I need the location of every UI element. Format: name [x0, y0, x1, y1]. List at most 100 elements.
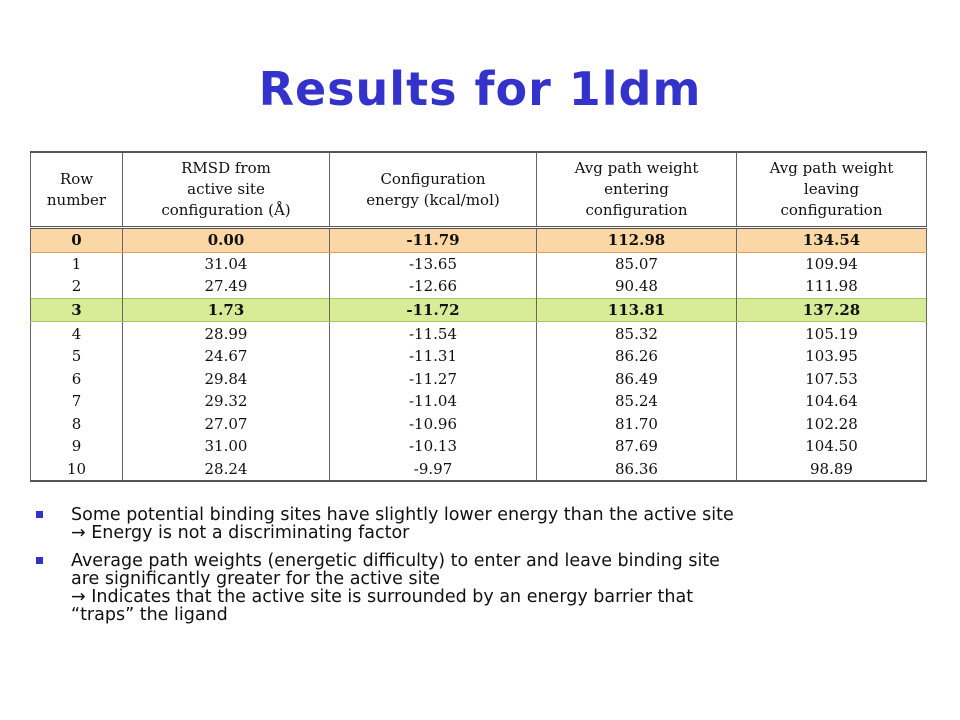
column-header-line: Row: [59, 169, 94, 188]
table-cell: 98.89: [736, 457, 927, 482]
table-row: 1 31.04 -13.65 85.07 109.94: [30, 252, 927, 276]
column-header-line: leaving: [803, 180, 860, 198]
table-cell: -11.79: [329, 227, 537, 253]
column-header-line: number: [46, 190, 107, 209]
table-cell: 1: [30, 252, 123, 276]
column-header-line: energy (kcal/mol): [366, 190, 500, 209]
column-header-line: configuration (Å): [161, 201, 291, 219]
column-header: RMSD from active site configuration (Å): [122, 151, 330, 229]
table-row: 6 29.84 -11.27 86.49 107.53: [30, 367, 927, 390]
bullet-item: Average path weights (energetic difficul…: [34, 552, 924, 624]
table-cell: -11.04: [329, 389, 537, 413]
results-table-container: Row number RMSD from active site configurati…: [30, 151, 927, 482]
bullet-text-line: → Energy is not a discriminating factor: [71, 523, 410, 543]
table-cell: 24.67: [122, 344, 330, 368]
table-cell: 104.50: [736, 434, 927, 458]
table-cell: 7: [30, 389, 123, 413]
table-cell: -11.54: [329, 321, 537, 345]
table-cell: -11.72: [329, 297, 537, 323]
table-cell: 29.84: [122, 367, 330, 390]
bullet-text-line: are significantly greater for the active…: [71, 569, 441, 589]
table-row: 8 27.07 -10.96 81.70 102.28: [30, 412, 927, 435]
column-header: Avg path weight entering configuration: [536, 151, 737, 229]
column-header-line: Avg path weight: [574, 159, 699, 177]
table-cell: 102.28: [736, 412, 927, 435]
table-cell: 85.07: [536, 252, 737, 276]
column-header: Row number: [30, 151, 123, 229]
table-cell: 8: [30, 412, 123, 435]
table-cell: -10.13: [329, 434, 537, 458]
table-cell: 86.49: [536, 367, 737, 390]
table-cell: 87.69: [536, 434, 737, 458]
table-cell: -12.66: [329, 275, 537, 299]
table-row: 9 31.00 -10.13 87.69 104.50: [30, 434, 927, 458]
table-cell: 9: [30, 434, 123, 458]
column-header-line: RMSD from: [181, 159, 271, 177]
table-cell: -11.31: [329, 344, 537, 368]
bullet-text-line: “traps” the ligand: [71, 605, 228, 625]
column-header: Avg path weight leaving configuration: [736, 151, 927, 229]
table-row: 4 28.99 -11.54 85.32 105.19: [30, 321, 927, 345]
table-cell: 111.98: [736, 275, 927, 299]
table-cell: 85.32: [536, 321, 737, 345]
table-cell: 109.94: [736, 252, 927, 276]
table-cell: 2: [30, 275, 123, 299]
table-cell: 0.00: [122, 227, 330, 253]
table-cell: 86.26: [536, 344, 737, 368]
table-cell: 5: [30, 344, 123, 368]
square-bullet-icon: [36, 557, 43, 564]
bullet-text-line: → Indicates that the active site is surr…: [71, 587, 694, 607]
results-table: Row number RMSD from active site configurati…: [30, 151, 927, 482]
table-cell: 4: [30, 321, 123, 345]
table-cell: -10.96: [329, 412, 537, 435]
table-cell: 134.54: [736, 227, 927, 253]
column-header-line: entering: [604, 180, 669, 198]
table-cell: 104.64: [736, 389, 927, 413]
table-cell: 137.28: [736, 297, 927, 323]
table-cell: 27.07: [122, 412, 330, 435]
bullet-list: Some potential binding sites have slight…: [34, 506, 924, 634]
table-cell: 10: [30, 457, 123, 482]
table-cell: 29.32: [122, 389, 330, 413]
table-row: 0 0.00 -11.79 112.98 134.54: [30, 227, 927, 253]
table-cell: 107.53: [736, 367, 927, 390]
table-cell: 31.04: [122, 252, 330, 276]
table-cell: 27.49: [122, 275, 330, 299]
square-bullet-icon: [36, 511, 43, 518]
table-cell: 105.19: [736, 321, 927, 345]
table-cell: 28.24: [122, 457, 330, 482]
table-row: 5 24.67 -11.31 86.26 103.95: [30, 344, 927, 368]
table-cell: 28.99: [122, 321, 330, 345]
column-header: Configuration energy (kcal/mol): [329, 151, 537, 229]
table-row: 3 1.73 -11.72 113.81 137.28: [30, 297, 927, 323]
table-cell: -9.97: [329, 457, 537, 482]
table-cell: 90.48: [536, 275, 737, 299]
column-header-line: configuration: [585, 201, 688, 219]
table-body: 0 0.00 -11.79 112.98 134.54 1 31.04 -13.65 85.07…: [30, 227, 927, 482]
table-row: 2 27.49 -12.66 90.48 111.98: [30, 275, 927, 299]
table-cell: -11.27: [329, 367, 537, 390]
table-cell: -13.65: [329, 252, 537, 276]
column-header-line: Avg path weight: [769, 159, 894, 177]
table-cell: 1.73: [122, 297, 330, 323]
table-row: 7 29.32 -11.04 85.24 104.64: [30, 389, 927, 413]
column-header-line: configuration: [780, 201, 883, 219]
table-cell: 113.81: [536, 297, 737, 323]
table-cell: 0: [30, 227, 123, 253]
table-cell: 103.95: [736, 344, 927, 368]
column-header-line: Configuration: [380, 169, 486, 188]
column-header-line: active site: [187, 180, 265, 198]
slide-title: Results for 1ldm: [258, 62, 702, 116]
table-row: 10 28.24 -9.97 86.36 98.89: [30, 457, 927, 482]
table-cell: 31.00: [122, 434, 330, 458]
bullet-text-line: Average path weights (energetic difficul…: [71, 551, 720, 571]
table-cell: 81.70: [536, 412, 737, 435]
bullet-text-line: Some potential binding sites have slight…: [71, 505, 734, 525]
table-header-row: Row number RMSD from active site configurati…: [30, 151, 927, 229]
table-cell: 85.24: [536, 389, 737, 413]
table-cell: 6: [30, 367, 123, 390]
table-cell: 112.98: [536, 227, 737, 253]
bullet-item: Some potential binding sites have slight…: [34, 506, 924, 542]
table-cell: 3: [30, 297, 123, 323]
table-cell: 86.36: [536, 457, 737, 482]
